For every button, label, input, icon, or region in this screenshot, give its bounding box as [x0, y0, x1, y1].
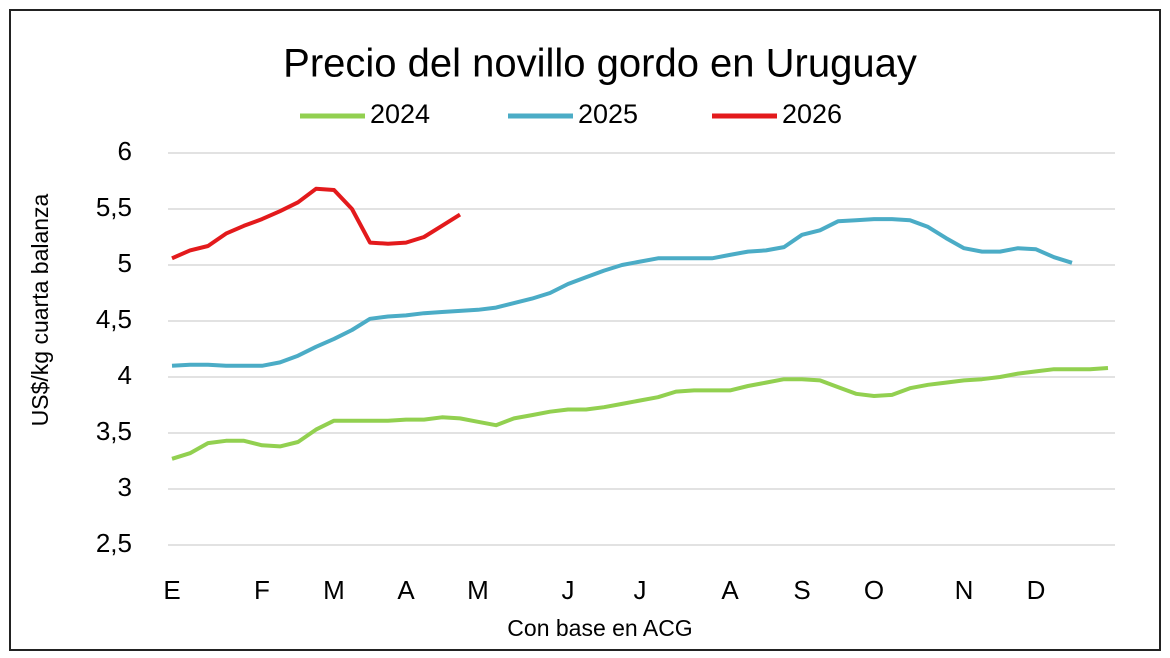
y-axis-label: US$/kg cuarta balanza [27, 193, 53, 426]
x-tick-label: S [793, 575, 810, 605]
x-axis-label: Con base en ACG [507, 615, 692, 641]
legend-label: 2026 [782, 99, 842, 129]
x-tick-label: M [323, 575, 345, 605]
y-tick-label: 4,5 [96, 304, 132, 334]
x-tick-label: E [163, 575, 180, 605]
x-tick-label: J [634, 575, 647, 605]
y-tick-label: 3 [118, 472, 132, 502]
x-tick-label: D [1027, 575, 1046, 605]
x-tick-label: A [397, 575, 415, 605]
x-tick-label: M [467, 575, 489, 605]
series-line [171, 186, 462, 261]
chart-border [9, 9, 1161, 651]
x-tick-label: N [955, 575, 974, 605]
y-tick-label: 3,5 [96, 416, 132, 446]
x-tick-label: J [562, 575, 575, 605]
y-tick-label: 5 [118, 248, 132, 278]
x-tick-label: F [254, 575, 270, 605]
y-tick-label: 5,5 [96, 192, 132, 222]
series-line [171, 366, 1109, 461]
legend-label: 2025 [578, 99, 638, 129]
x-tick-label: A [721, 575, 739, 605]
y-tick-label: 4 [118, 360, 132, 390]
y-tick-label: 2,5 [96, 528, 132, 558]
legend-label: 2024 [370, 99, 430, 129]
y-tick-label: 6 [118, 136, 132, 166]
series-line [171, 217, 1073, 368]
chart-title: Precio del novillo gordo en Uruguay [283, 42, 917, 86]
x-tick-label: O [864, 575, 884, 605]
